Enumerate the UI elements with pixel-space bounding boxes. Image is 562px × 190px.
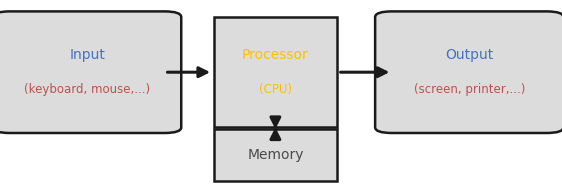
FancyBboxPatch shape <box>214 17 337 127</box>
Text: Input: Input <box>69 48 105 62</box>
FancyBboxPatch shape <box>375 11 562 133</box>
Text: Processor: Processor <box>242 48 309 62</box>
Text: Output: Output <box>445 48 493 62</box>
FancyBboxPatch shape <box>214 129 337 180</box>
Text: Memory: Memory <box>247 148 303 162</box>
Text: (keyboard, mouse,...): (keyboard, mouse,...) <box>24 83 150 96</box>
Text: (CPU): (CPU) <box>259 83 292 96</box>
FancyBboxPatch shape <box>0 11 181 133</box>
Text: (screen, printer,...): (screen, printer,...) <box>414 83 525 96</box>
